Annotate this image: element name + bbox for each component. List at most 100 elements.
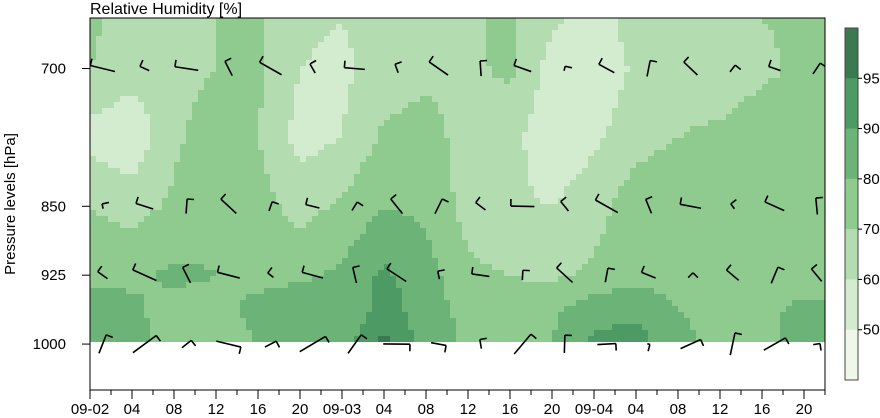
humidity-cell [204,114,211,121]
humidity-cell [264,114,271,121]
humidity-cell [588,252,595,259]
humidity-cell [186,252,193,259]
humidity-cell [540,174,547,181]
humidity-cell [810,36,817,43]
humidity-cell [786,144,793,151]
humidity-cell [630,18,637,25]
humidity-cell [780,36,787,43]
humidity-cell [456,252,463,259]
humidity-cell [738,78,745,85]
humidity-cell [792,204,799,211]
humidity-cell [654,234,661,241]
humidity-cell [714,18,721,25]
humidity-cell [762,54,769,61]
humidity-cell [522,156,529,163]
humidity-cell [576,222,583,229]
humidity-cell [492,72,499,79]
humidity-cell [228,90,235,97]
humidity-cell [246,120,253,127]
humidity-cell [738,204,745,211]
humidity-cell [570,150,577,157]
humidity-cell [216,18,223,25]
humidity-cell [714,36,721,43]
humidity-cell [630,246,637,253]
humidity-cell [732,120,739,127]
humidity-cell [276,18,283,25]
humidity-cell [96,102,103,109]
humidity-cell [360,144,367,151]
humidity-cell [546,210,553,217]
humidity-cell [300,60,307,67]
humidity-cell [768,126,775,133]
humidity-cell [570,72,577,79]
humidity-cell [258,84,265,91]
humidity-cell [114,30,121,37]
humidity-cell [162,150,169,157]
humidity-cell [510,108,517,115]
humidity-cell [114,108,121,115]
humidity-cell [426,240,433,247]
humidity-cell [354,198,361,205]
humidity-cell [624,42,631,49]
humidity-cell [540,90,547,97]
humidity-cell [240,138,247,145]
humidity-cell [180,246,187,253]
humidity-cell [798,90,805,97]
humidity-cell [594,174,601,181]
humidity-cell [780,24,787,31]
humidity-cell [210,78,217,85]
humidity-cell [312,222,319,229]
humidity-cell [414,138,421,145]
humidity-cell [552,180,559,187]
humidity-cell [576,186,583,193]
humidity-cell [714,66,721,73]
humidity-cell [270,186,277,193]
humidity-cell [126,162,133,169]
humidity-cell [336,258,343,265]
humidity-cell [684,42,691,49]
humidity-cell [156,198,163,205]
humidity-cell [420,66,427,73]
humidity-cell [696,36,703,43]
humidity-cell [450,120,457,127]
humidity-cell [180,198,187,205]
humidity-cell [138,54,145,61]
humidity-cell [342,54,349,61]
humidity-cell [456,198,463,205]
humidity-cell [540,246,547,253]
humidity-cell [420,84,427,91]
humidity-cell [510,186,517,193]
humidity-cell [594,156,601,163]
humidity-cell [570,36,577,43]
humidity-cell [642,192,649,199]
humidity-cell [270,114,277,121]
humidity-cell [618,144,625,151]
humidity-cell [810,78,817,85]
humidity-cell [234,246,241,253]
humidity-cell [372,72,379,79]
humidity-cell [654,102,661,109]
humidity-cell [738,96,745,103]
humidity-cell [612,30,619,37]
humidity-cell [420,138,427,145]
humidity-cell [492,210,499,217]
humidity-cell [168,240,175,247]
humidity-cell [138,192,145,199]
humidity-cell [612,78,619,85]
humidity-cell [588,102,595,109]
humidity-cell [276,90,283,97]
humidity-cell [390,222,397,229]
humidity-cell [300,210,307,217]
humidity-cell [450,30,457,37]
humidity-cell [822,114,825,121]
humidity-cell [234,78,241,85]
humidity-cell [270,222,277,229]
humidity-cell [684,36,691,43]
humidity-cell [420,102,427,109]
humidity-cell [300,144,307,151]
humidity-cell [696,138,703,145]
humidity-cell [666,234,673,241]
humidity-cell [180,132,187,139]
humidity-cell [648,186,655,193]
humidity-cell [696,96,703,103]
